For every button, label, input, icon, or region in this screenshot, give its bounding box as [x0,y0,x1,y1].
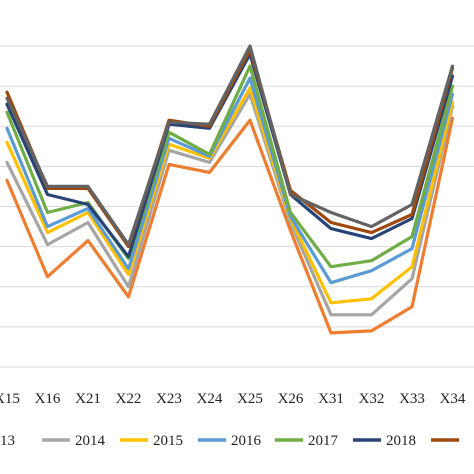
series-line-2014 [5,92,455,317]
series-line-2016 [5,76,455,285]
legend: 13 2014 2015 2016 2017 2018 [0,433,459,449]
x-axis-ticks: X15 X16 X21 X22 X23 X24 X25 X26 X31 X32 X33 X34 [0,391,466,407]
x-tick-label: X15 [0,391,20,407]
x-tick-label: X26 [278,391,304,407]
x-tick-label: X34 [440,391,466,407]
x-tick-label: X24 [197,391,223,407]
legend-label: 2017 [308,433,339,449]
x-tick-label: X25 [237,391,263,407]
x-tick-label: X33 [399,391,425,407]
x-tick-label: X22 [116,391,142,407]
series-lines [5,44,455,335]
series-line-2013 [5,116,455,335]
x-tick-label: X31 [318,391,344,407]
x-tick-label: X32 [359,391,385,407]
x-tick-label: X21 [75,391,101,407]
series-line-2015 [5,86,455,305]
legend-label: 2014 [75,433,106,449]
legend-label: 2016 [231,433,262,449]
legend-label: 2018 [386,433,416,449]
x-tick-label: X16 [35,391,61,407]
series-line-unlabeled-7 [5,44,455,247]
legend-label: 13 [0,433,15,449]
x-tick-label: X23 [156,391,182,407]
legend-label: 2015 [153,433,183,449]
